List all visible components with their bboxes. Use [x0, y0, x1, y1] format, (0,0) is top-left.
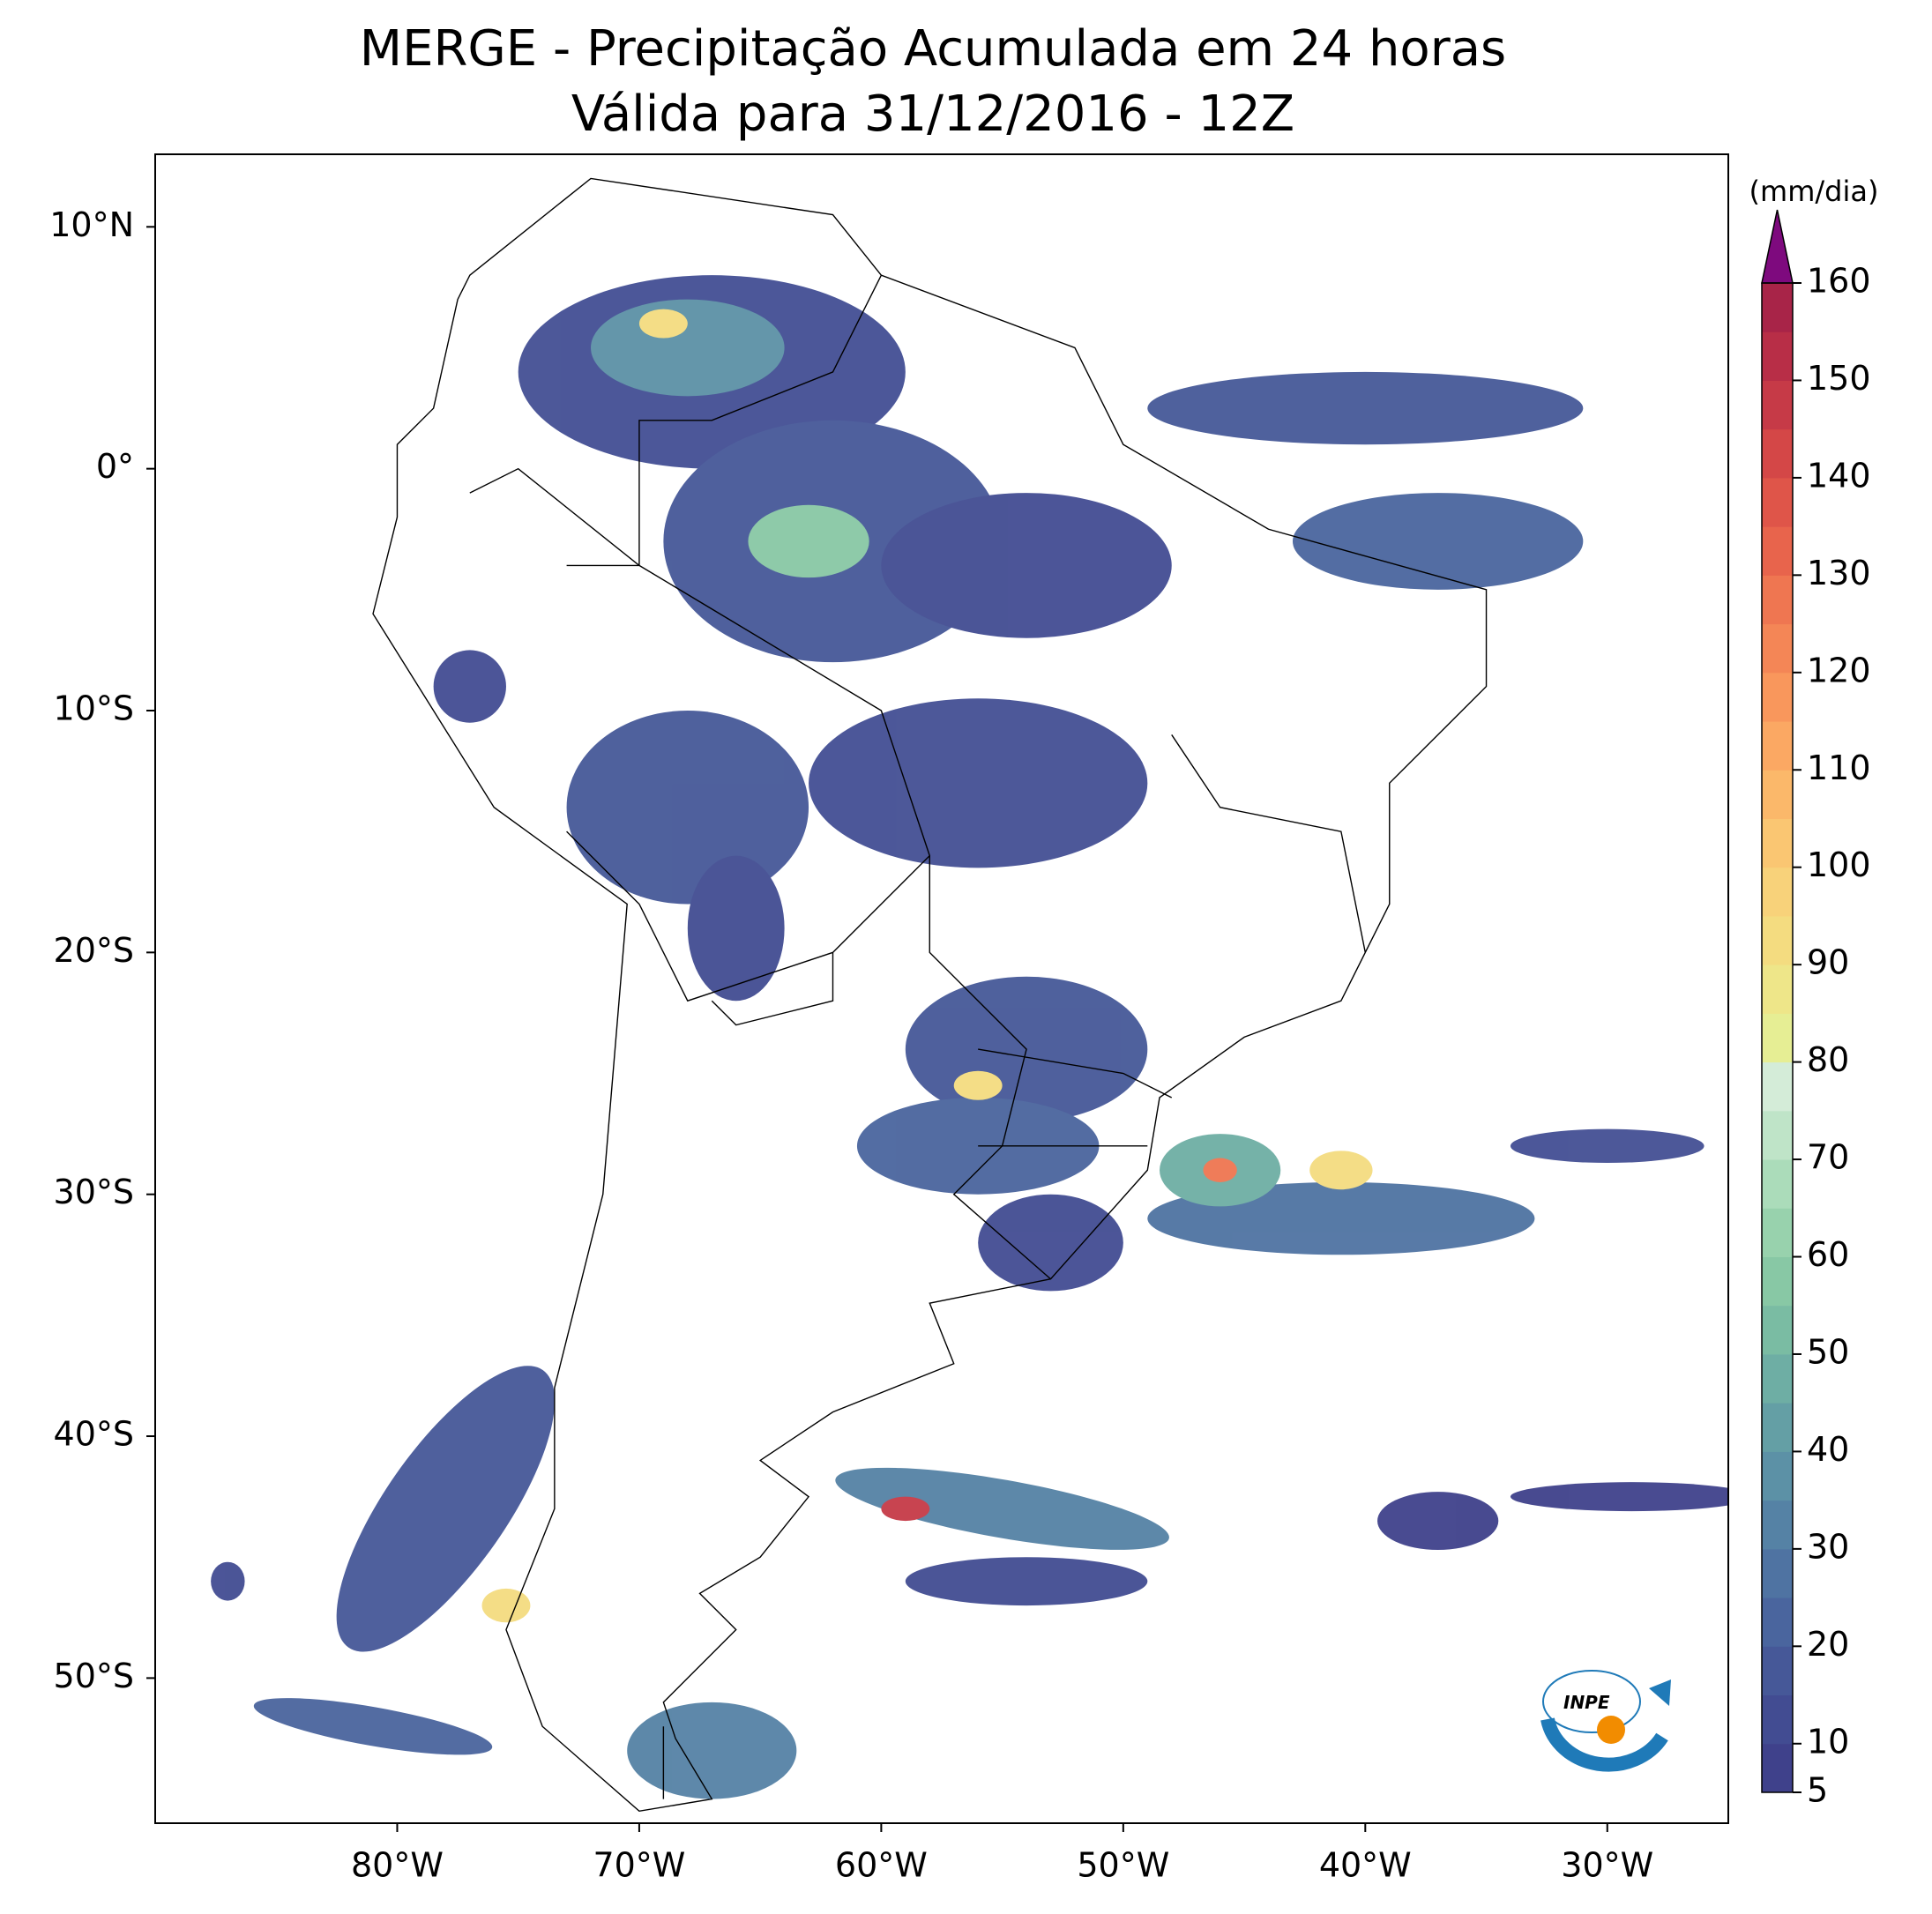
- colorbar-band: [1762, 1208, 1793, 1258]
- x-tick-label: 80°W: [351, 1846, 444, 1885]
- colorbar-band: [1762, 1743, 1793, 1793]
- colorbar-band: [1762, 672, 1793, 722]
- title: MERGE - Precipitação Acumulada em 24 hor…: [360, 20, 1506, 78]
- geo-layer: [211, 178, 1728, 1811]
- colorbar-band: [1762, 770, 1793, 819]
- x-tick-label: 60°W: [835, 1846, 928, 1885]
- colorbar-band: [1762, 915, 1793, 965]
- colorbar-band: [1762, 1305, 1793, 1355]
- x-tick-label: 30°W: [1561, 1846, 1653, 1885]
- colorbar-band: [1762, 1013, 1793, 1063]
- logo: INPE: [1540, 1670, 1671, 1772]
- colorbar-band: [1762, 428, 1793, 479]
- colorbar-band: [1762, 1548, 1793, 1598]
- colorbar-tick-label: 150: [1807, 359, 1871, 398]
- y-tick-label: 50°S: [54, 1657, 134, 1695]
- y-tick-label: 10°S: [54, 689, 134, 728]
- colorbar-tick-label: 20: [1807, 1625, 1849, 1664]
- colorbar-band: [1762, 818, 1793, 868]
- colorbar-tick-label: 140: [1807, 456, 1871, 495]
- colorbar-band: [1762, 1451, 1793, 1501]
- colorbar-tick-label: 110: [1807, 748, 1871, 787]
- colorbar-tick-label: 160: [1807, 262, 1871, 301]
- colorbar-tick-label: 40: [1807, 1430, 1849, 1469]
- colorbar-band: [1762, 575, 1793, 625]
- colorbar-tick-label: 5: [1807, 1771, 1828, 1810]
- colorbar-tick-label: 30: [1807, 1527, 1849, 1566]
- colorbar-band: [1762, 380, 1793, 430]
- colorbar-tick-label: 70: [1807, 1138, 1849, 1177]
- map-frame: [154, 153, 1729, 1824]
- colorbar-band: [1762, 477, 1793, 527]
- colorbar-tick-label: 50: [1807, 1332, 1849, 1371]
- precipitation: [211, 275, 1728, 1799]
- map-ticks: 80°W 70°W 60°W 50°W 40°W 30°W 10°N 0° 10°S 20°S 30…: [49, 205, 1653, 1885]
- y-tick-label: 0°: [96, 447, 134, 486]
- coastline: [373, 178, 1487, 1811]
- x-tick-label: 70°W: [593, 1846, 685, 1885]
- y-tick-label: 10°N: [49, 205, 134, 244]
- x-tick-label: 40°W: [1319, 1846, 1412, 1885]
- colorbar-band: [1762, 1403, 1793, 1452]
- colorbar-band: [1762, 721, 1793, 771]
- colorbar-band: [1762, 1353, 1793, 1404]
- map-area: [211, 178, 1728, 1811]
- colorbar-tick-label: 10: [1807, 1722, 1849, 1761]
- colorbar-band: [1762, 1694, 1793, 1745]
- colorbar-tick-label: 80: [1807, 1040, 1849, 1079]
- x-tick-label: 50°W: [1077, 1846, 1169, 1885]
- colorbar-frame: [1761, 282, 1794, 1793]
- colorbar-band: [1762, 1159, 1793, 1209]
- borders: [470, 275, 1366, 1799]
- logo-text: INPE: [1563, 1692, 1610, 1713]
- colorbar-band: [1762, 1061, 1793, 1112]
- colorbar-extend: [1761, 209, 1794, 284]
- subtitle: Válida para 31/12/2016 - 12Z: [571, 86, 1294, 143]
- colorbar-tick-label: 130: [1807, 554, 1871, 592]
- y-tick-label: 20°S: [54, 931, 134, 970]
- colorbar-band: [1762, 867, 1793, 917]
- colorbar-band: [1762, 1646, 1793, 1696]
- colorbar-band: [1762, 964, 1793, 1014]
- colorbar-tick-label: 90: [1807, 943, 1849, 982]
- colorbar-band: [1762, 1500, 1793, 1550]
- y-tick-label: 40°S: [54, 1415, 134, 1454]
- colorbar-tick-label: 60: [1807, 1235, 1849, 1274]
- colorbar: 5 10 20 30 40 50 60 70 80 90 100 110 120 130 140 150 160…: [1749, 175, 1879, 1810]
- colorbar-label: (mm/dia): [1749, 175, 1879, 208]
- y-tick-label: 30°S: [54, 1173, 134, 1211]
- colorbar-band: [1762, 1256, 1793, 1307]
- colorbar-tick-label: 120: [1807, 651, 1871, 689]
- colorbar-tick-label: 100: [1807, 845, 1871, 884]
- colorbar-band: [1762, 1110, 1793, 1160]
- colorbar-band: [1762, 331, 1793, 381]
- colorbar-band: [1762, 283, 1793, 332]
- colorbar-band: [1762, 526, 1793, 576]
- colorbar-band: [1762, 623, 1793, 674]
- colorbar-band: [1762, 1597, 1793, 1647]
